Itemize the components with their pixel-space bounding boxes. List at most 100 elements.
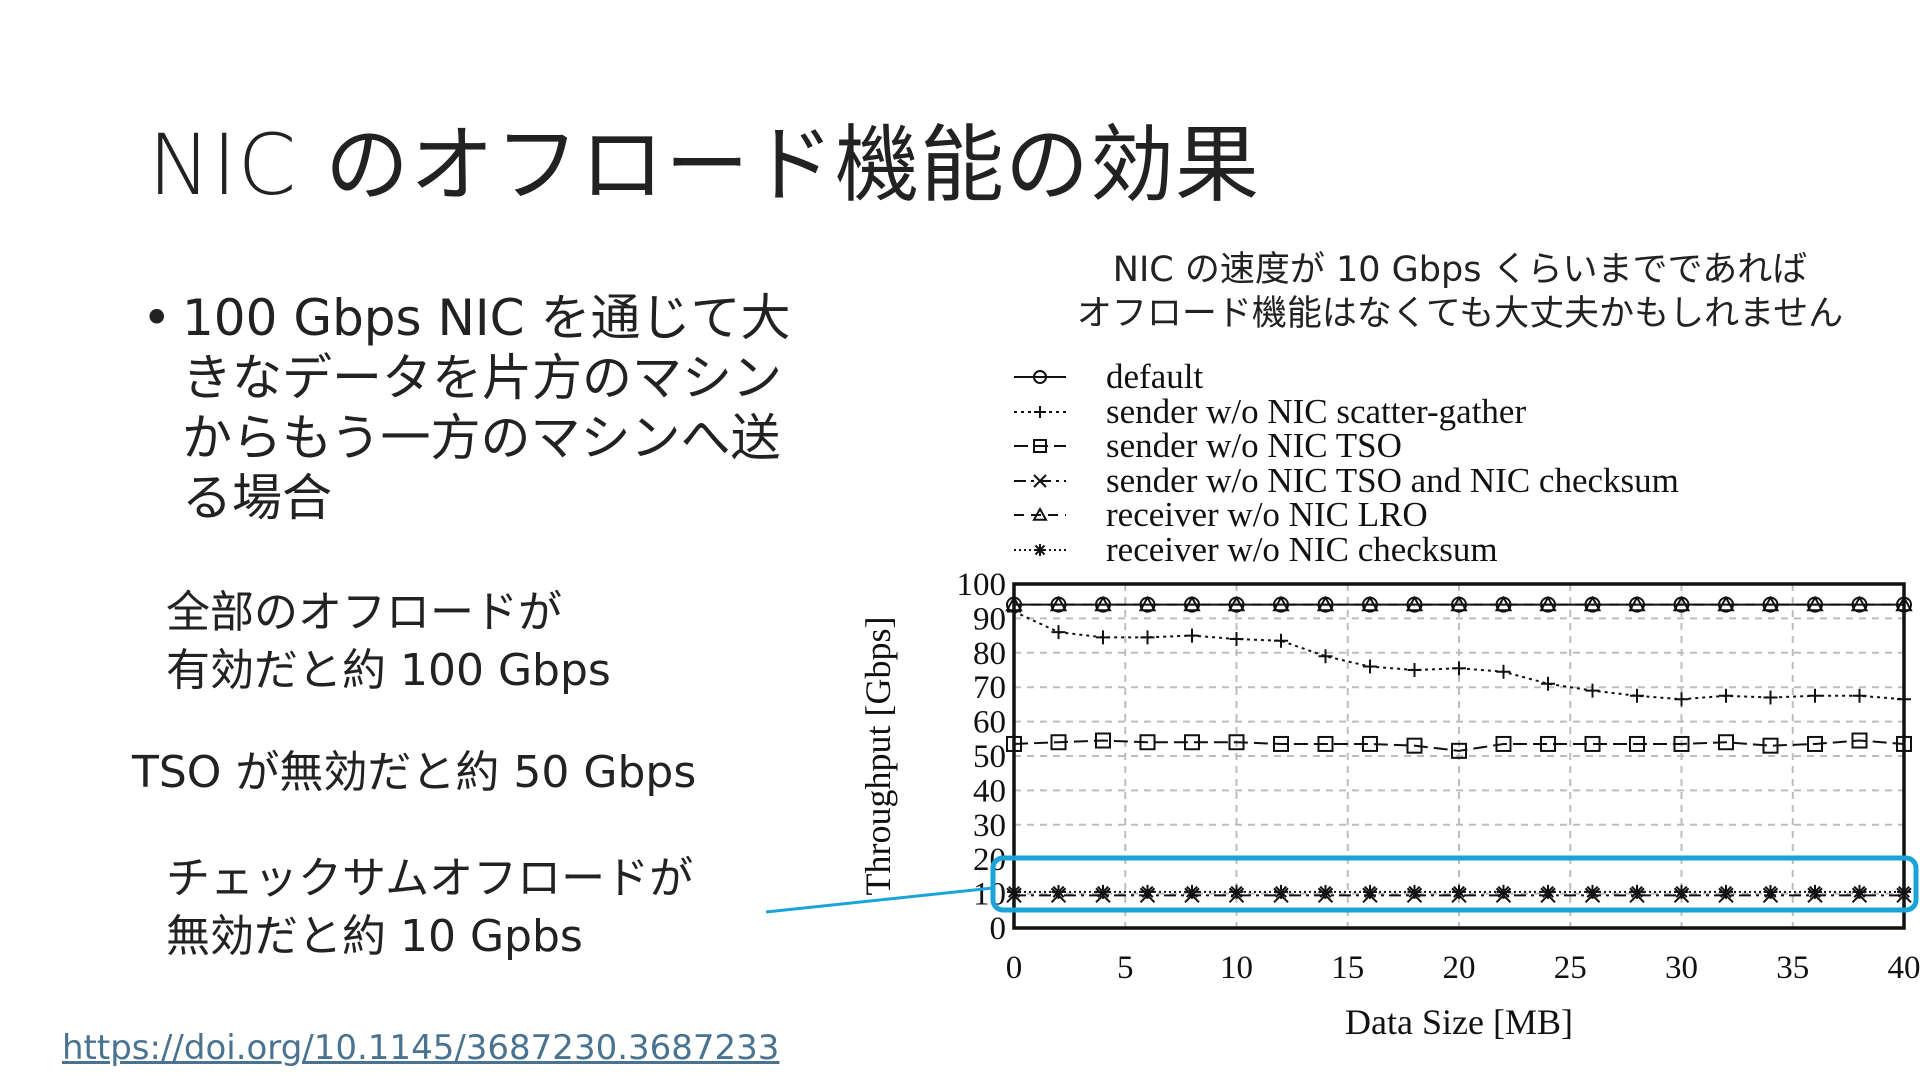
data-point	[1033, 370, 1047, 385]
data-point	[1630, 688, 1644, 703]
y-tick-label: 0	[990, 911, 1007, 947]
data-point	[1274, 633, 1288, 648]
data-point	[1318, 649, 1333, 664]
data-point	[1583, 595, 1602, 612]
x-tick-label: 15	[1331, 950, 1364, 986]
data-point	[1140, 630, 1155, 645]
data-point	[1584, 735, 1601, 752]
data-point	[1406, 737, 1423, 754]
data-point	[1316, 595, 1335, 612]
data-point	[1096, 884, 1110, 899]
data-point	[1050, 734, 1067, 751]
legend-swatch	[1014, 370, 1066, 385]
y-tick-label: 100	[957, 567, 1007, 603]
data-point	[1138, 595, 1157, 612]
note-all-offload: 全部のオフロードが 有効だと約 100 Gbps	[166, 587, 611, 696]
data-point	[1034, 405, 1046, 418]
data-point	[1051, 884, 1066, 899]
data-point	[1228, 734, 1245, 751]
chart-legend: default sender w/o NIC scatter-gather send…	[1010, 357, 1679, 569]
data-point	[1139, 734, 1156, 751]
data-point	[1361, 595, 1379, 612]
data-point	[1096, 630, 1110, 645]
y-tick-label: 10	[973, 877, 1006, 913]
x-tick-label: 0	[1006, 950, 1023, 986]
data-point	[1761, 595, 1780, 612]
data-point	[1094, 595, 1112, 612]
data-point	[1850, 595, 1869, 612]
data-point	[1450, 595, 1468, 612]
y-axis-label: Throughput [Gbps]	[858, 617, 898, 896]
data-point	[1317, 735, 1334, 752]
data-point	[1585, 683, 1600, 698]
data-point	[1541, 676, 1555, 691]
data-point	[1183, 595, 1201, 612]
note-checksum-disabled: チェックサムオフロードが 無効だと約 10 Gpbs	[166, 853, 694, 962]
legend-swatch	[1014, 507, 1066, 522]
data-point	[1808, 884, 1822, 899]
y-tick-label: 80	[973, 636, 1006, 672]
data-point	[1034, 543, 1046, 556]
data-point	[1763, 690, 1778, 705]
data-point	[1808, 688, 1822, 703]
data-point	[1227, 595, 1246, 612]
data-point	[1032, 507, 1048, 522]
data-point	[1719, 884, 1733, 899]
data-point	[1185, 884, 1199, 899]
data-point	[1273, 735, 1289, 752]
data-point	[1851, 732, 1868, 749]
data-point	[1717, 595, 1735, 612]
legend-swatch	[1014, 439, 1066, 454]
data-point	[1763, 884, 1778, 899]
legend-label: receiver w/o NIC checksum	[1106, 529, 1498, 569]
legend-swatch	[1014, 474, 1066, 488]
data-point	[1541, 884, 1555, 899]
legend-entry: receiver w/o NIC LRO	[1010, 495, 1679, 535]
data-point	[1272, 595, 1290, 612]
data-point	[1033, 474, 1047, 488]
data-point	[1362, 735, 1378, 752]
data-point	[1274, 884, 1288, 899]
data-point	[1540, 735, 1556, 752]
legend-entry: receiver w/o NIC checksum	[1010, 529, 1679, 569]
data-point	[1806, 595, 1824, 612]
x-tick-label: 35	[1776, 950, 1809, 986]
legend-label: sender w/o NIC scatter-gather	[1106, 391, 1527, 431]
data-point	[1674, 884, 1689, 899]
data-point	[1318, 884, 1333, 899]
data-point	[1718, 734, 1734, 751]
data-point	[1674, 692, 1689, 707]
data-point	[1405, 595, 1424, 612]
legend-entry: sender w/o NIC TSO	[1010, 426, 1679, 466]
data-point	[1229, 632, 1244, 647]
data-point	[1673, 735, 1690, 752]
bullet-item: • 100 Gbps NIC を通じて大きなデータを片方のマシンからもう一方のマ…	[142, 288, 822, 528]
data-point	[1672, 595, 1691, 612]
data-point	[1452, 661, 1466, 676]
y-tick-label: 70	[973, 670, 1006, 706]
data-point	[1051, 625, 1066, 640]
legend-label: default	[1106, 357, 1204, 397]
data-point	[1852, 884, 1867, 899]
doi-link[interactable]: https://doi.org/10.1145/3687230.3687233	[62, 1028, 780, 1068]
data-point	[1407, 884, 1422, 899]
data-point	[1629, 735, 1645, 752]
data-point	[1496, 664, 1511, 679]
bullet-text: 100 Gbps NIC を通じて大きなデータを片方のマシンからもう一方のマシン…	[182, 289, 791, 527]
x-tick-label: 25	[1554, 950, 1587, 986]
x-tick-label: 10	[1220, 950, 1253, 986]
legend-swatch	[1014, 543, 1066, 556]
data-point	[1762, 737, 1779, 754]
legend-entry: sender w/o NIC TSO and NIC checksum	[1010, 461, 1679, 500]
data-point	[1452, 884, 1466, 899]
data-point	[1229, 884, 1244, 899]
note-tso-disabled: TSO が無効だと約 50 Gbps	[132, 747, 697, 798]
series-line	[1013, 739, 1905, 752]
legend-label: sender w/o NIC TSO	[1106, 426, 1402, 466]
data-point	[1140, 884, 1155, 899]
plot-frame	[1012, 582, 1906, 930]
data-point	[1495, 735, 1512, 752]
checksum-highlight-box	[990, 855, 1919, 913]
legend-label: receiver w/o NIC LRO	[1106, 495, 1428, 535]
